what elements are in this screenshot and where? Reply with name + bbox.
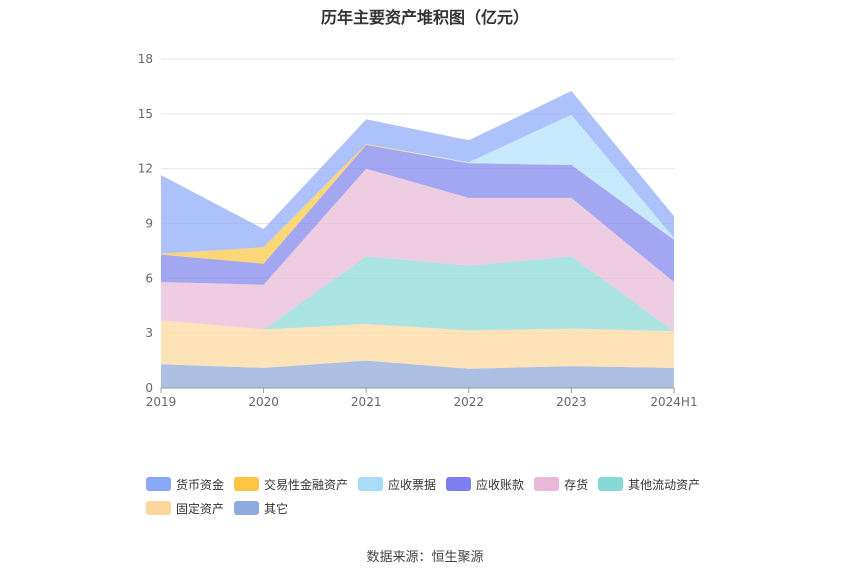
axes: 0 3 6 9 12 15 18 2019 2020 2021 2022 2023 2024H1 <box>138 52 698 409</box>
area-series-固定资产 <box>161 320 674 369</box>
x-tick-label: 2020 <box>248 395 279 409</box>
legend-item[interactable]: 应收账款 <box>446 472 524 496</box>
legend-item[interactable]: 交易性金融资产 <box>234 472 348 496</box>
y-tick-label: 15 <box>138 107 153 121</box>
legend-label: 固定资产 <box>176 501 225 516</box>
area-series-其它 <box>161 360 674 388</box>
y-tick-label: 6 <box>145 271 153 285</box>
legend-swatch <box>534 477 560 491</box>
legend-label: 应收账款 <box>476 477 525 492</box>
y-tick-label: 3 <box>145 326 153 340</box>
y-tick-label: 18 <box>138 52 153 66</box>
legend-item[interactable]: 其它 <box>234 496 288 520</box>
legend-item[interactable]: 应收票据 <box>358 472 436 496</box>
legend-swatch <box>146 477 171 491</box>
x-tick-label: 2022 <box>454 395 485 409</box>
legend-label: 货币资金 <box>176 477 225 492</box>
legend-swatch <box>446 477 472 491</box>
area-series-应收账款 <box>161 144 674 285</box>
x-tick-label: 2023 <box>556 395 587 409</box>
legend-swatch <box>146 501 171 515</box>
area-series-应收票据 <box>161 114 674 254</box>
legend-swatch <box>598 477 624 491</box>
area-series-货币资金 <box>161 91 674 254</box>
y-tick-label: 0 <box>145 381 153 395</box>
area-series-交易性金融资产 <box>161 144 674 264</box>
legend-label: 存货 <box>564 477 589 492</box>
x-tick-label: 2024H1 <box>650 395 697 409</box>
legend-label: 其他流动资产 <box>628 477 701 492</box>
chart-title: 历年主要资产堆积图（亿元） <box>320 8 529 27</box>
data-source-note: 数据来源：恒生聚源 <box>366 550 484 565</box>
x-tick-label: 2021 <box>351 395 382 409</box>
legend-item[interactable]: 固定资产 <box>146 496 224 520</box>
y-tick-label: 12 <box>138 162 153 176</box>
legend-item[interactable]: 货币资金 <box>146 472 224 496</box>
legend-item[interactable]: 存货 <box>534 472 588 496</box>
y-tick-label: 9 <box>145 217 153 231</box>
area-series <box>161 91 674 388</box>
legend: 货币资金 交易性金融资产 应收票据 应收账款 存货 其他流动资产固定资产 其它 <box>146 472 726 520</box>
legend-item[interactable]: 其他流动资产 <box>598 472 700 496</box>
area-series-存货 <box>161 168 674 332</box>
x-tick-label: 2019 <box>146 395 177 409</box>
area-series-其他流动资产 <box>161 256 674 332</box>
legend-label: 应收票据 <box>388 477 437 492</box>
legend-label: 交易性金融资产 <box>264 477 349 492</box>
legend-label: 其它 <box>264 501 289 516</box>
legend-swatch <box>358 477 384 491</box>
legend-swatch <box>234 501 260 515</box>
legend-swatch <box>234 477 260 491</box>
